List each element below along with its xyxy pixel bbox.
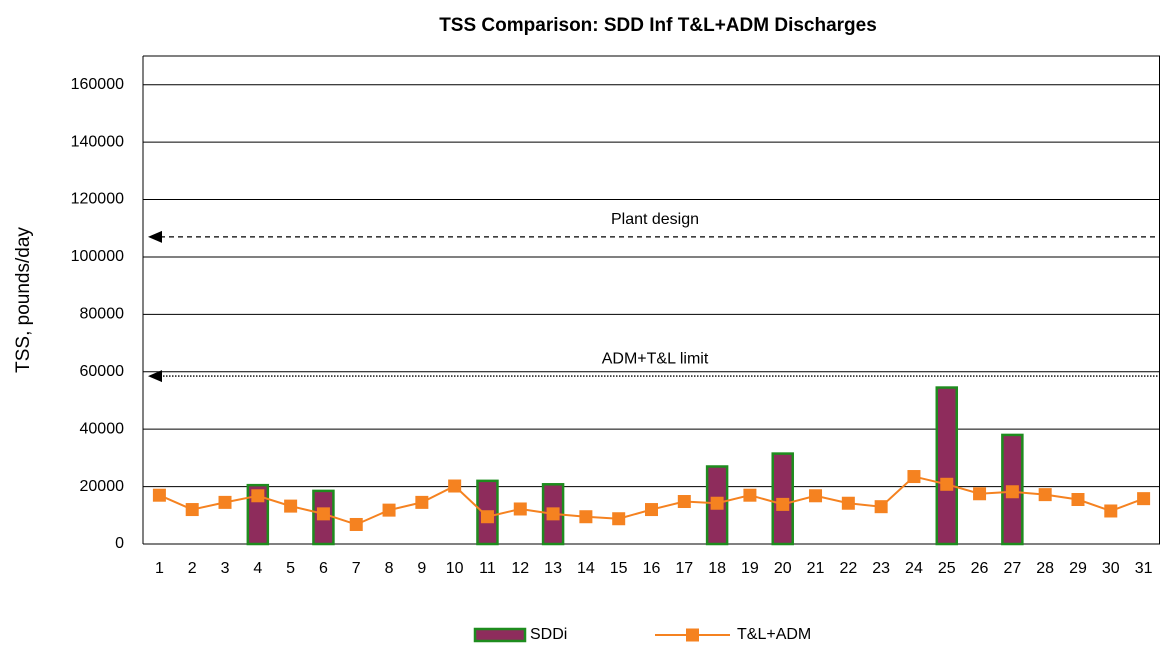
line-marker: [251, 489, 265, 503]
line-marker: [448, 479, 462, 493]
x-tick-label: 31: [1135, 560, 1153, 577]
line-marker: [710, 496, 724, 510]
legend-label: SDDi: [530, 626, 567, 643]
x-tick-label: 6: [319, 560, 328, 577]
line-marker: [218, 495, 232, 509]
line-marker: [677, 495, 691, 509]
line-marker: [152, 488, 166, 502]
x-tick-label: 28: [1036, 560, 1054, 577]
x-tick-label: 12: [511, 560, 529, 577]
line-marker: [349, 517, 363, 531]
legend-label: T&L+ADM: [737, 626, 811, 643]
y-tick-label: 120000: [71, 191, 124, 208]
line-marker: [1071, 493, 1085, 507]
line-marker: [579, 510, 593, 524]
line-marker: [940, 477, 954, 491]
x-tick-label: 7: [352, 560, 361, 577]
line-marker: [1005, 485, 1019, 499]
y-axis-label: TSS, pounds/day: [13, 227, 34, 373]
x-tick-label: 4: [253, 560, 262, 577]
x-tick-label: 10: [446, 560, 464, 577]
x-tick-label: 21: [807, 560, 825, 577]
x-tick-label: 27: [1003, 560, 1021, 577]
x-tick-label: 15: [610, 560, 628, 577]
y-tick-label: 160000: [71, 76, 124, 93]
y-tick-label: 0: [115, 535, 124, 552]
x-tick-label: 30: [1102, 560, 1120, 577]
y-tick-label: 80000: [80, 306, 125, 323]
x-tick-label: 25: [938, 560, 956, 577]
x-tick-label: 19: [741, 560, 759, 577]
x-tick-label: 14: [577, 560, 595, 577]
line-marker: [776, 497, 790, 511]
legend-swatch: [473, 627, 527, 643]
x-tick-label: 23: [872, 560, 890, 577]
x-tick-label: 1: [155, 560, 164, 577]
line-marker: [973, 487, 987, 501]
line-marker: [185, 503, 199, 517]
reference-arrowhead: [148, 230, 162, 243]
y-tick-label: 60000: [80, 363, 125, 380]
line-marker: [1038, 488, 1052, 502]
line-marker: [546, 507, 560, 521]
line-marker: [284, 499, 298, 513]
x-tick-label: 26: [971, 560, 989, 577]
x-tick-label: 18: [708, 560, 726, 577]
y-tick-label: 140000: [71, 133, 124, 150]
reference-label: Plant design: [611, 211, 699, 228]
line-marker: [612, 512, 626, 526]
y-tick-label: 40000: [80, 420, 125, 437]
line-marker: [1137, 492, 1151, 506]
line-marker: [415, 495, 429, 509]
line-marker: [1104, 504, 1118, 518]
x-tick-label: 5: [286, 560, 295, 577]
x-tick-label: 17: [675, 560, 693, 577]
legend-marker: [686, 628, 699, 642]
x-tick-label: 8: [385, 560, 394, 577]
line-marker: [841, 496, 855, 510]
line-marker: [874, 500, 888, 514]
bar: [935, 386, 959, 546]
x-tick-label: 16: [643, 560, 661, 577]
x-tick-label: 22: [839, 560, 857, 577]
line-marker: [316, 507, 330, 521]
line-marker: [513, 502, 527, 516]
line-marker: [480, 510, 494, 524]
x-tick-label: 29: [1069, 560, 1087, 577]
x-tick-label: 24: [905, 560, 923, 577]
line-marker: [645, 503, 658, 517]
x-tick-label: 9: [417, 560, 426, 577]
y-tick-label: 100000: [71, 248, 124, 265]
x-tick-label: 3: [221, 560, 230, 577]
x-tick-label: 13: [544, 560, 562, 577]
chart-title: TSS Comparison: SDD Inf T&L+ADM Discharg…: [439, 15, 877, 36]
line-marker: [809, 489, 823, 503]
y-tick-label: 20000: [80, 478, 125, 495]
line-series: [159, 475, 1144, 526]
reference-arrowhead: [148, 370, 162, 383]
line-marker: [382, 503, 396, 517]
x-tick-label: 20: [774, 560, 792, 577]
line-marker: [743, 488, 757, 502]
x-tick-label: 11: [479, 560, 496, 577]
x-tick-label: 2: [188, 560, 197, 577]
reference-label: ADM+T&L limit: [602, 350, 709, 367]
line-marker: [907, 470, 921, 484]
